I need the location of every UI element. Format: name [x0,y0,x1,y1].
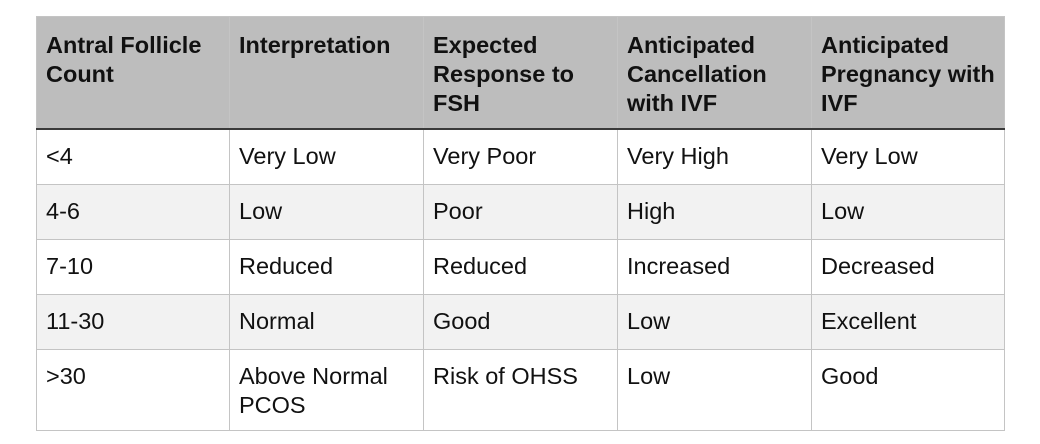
table-row: <4 Very Low Very Poor Very High Very Low [36,128,1005,185]
cell-pregnancy: Low [811,183,1005,240]
antral-follicle-count-table: Antral Follicle Count Interpretation Exp… [36,16,1005,431]
cell-afc: >30 [36,348,230,431]
cell-cancellation: Very High [617,128,812,185]
header-row: Antral Follicle Count Interpretation Exp… [36,16,1005,130]
cell-cancellation: High [617,183,812,240]
cell-cancellation: Increased [617,238,812,295]
cell-afc: <4 [36,128,230,185]
cell-pregnancy: Good [811,348,1005,431]
table-row: 11-30 Normal Good Low Excellent [36,293,1005,350]
cell-pregnancy: Very Low [811,128,1005,185]
cell-expected-response: Reduced [423,238,618,295]
cell-interpretation: Normal [229,293,424,350]
cell-interpretation: Reduced [229,238,424,295]
table-row: 7-10 Reduced Reduced Increased Decreased [36,238,1005,295]
header-expected-response: Expected Response to FSH [423,16,618,130]
header-anticipated-cancellation: Anticipated Cancellation with IVF [617,16,812,130]
cell-expected-response: Risk of OHSS [423,348,618,431]
header-anticipated-pregnancy: Anticipated Pregnancy with IVF [811,16,1005,130]
cell-pregnancy: Decreased [811,238,1005,295]
cell-cancellation: Low [617,293,812,350]
cell-expected-response: Good [423,293,618,350]
header-antral-follicle-count: Antral Follicle Count [36,16,230,130]
header-interpretation: Interpretation [229,16,424,130]
cell-cancellation: Low [617,348,812,431]
cell-interpretation: Low [229,183,424,240]
table-row: >30 Above Normal PCOS Risk of OHSS Low G… [36,348,1005,431]
cell-afc: 11-30 [36,293,230,350]
table-row: 4-6 Low Poor High Low [36,183,1005,240]
cell-afc: 4-6 [36,183,230,240]
cell-pregnancy: Excellent [811,293,1005,350]
cell-afc: 7-10 [36,238,230,295]
table-header: Antral Follicle Count Interpretation Exp… [36,16,1005,130]
cell-expected-response: Very Poor [423,128,618,185]
table-body: <4 Very Low Very Poor Very High Very Low… [36,128,1005,431]
cell-interpretation: Very Low [229,128,424,185]
cell-expected-response: Poor [423,183,618,240]
cell-interpretation: Above Normal PCOS [229,348,424,431]
